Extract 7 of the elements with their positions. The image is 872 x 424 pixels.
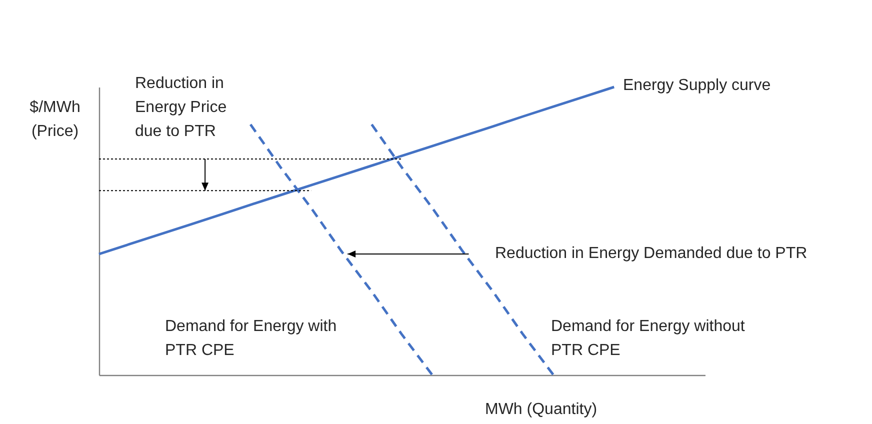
annotation: Reduction in Energy Demanded due to PTR <box>495 245 808 262</box>
series-label: Demand for Energy without PTR CPE <box>551 318 746 359</box>
y-axis-title: $/MWh (Price) <box>30 99 80 140</box>
annotation: Reduction in Energy Price due to PTR <box>135 75 227 140</box>
x-axis-title: MWh (Quantity) <box>484 401 598 418</box>
text: Demand for Energy with PTR CPE <box>165 318 337 359</box>
series-label: Energy Supply curve <box>623 77 771 94</box>
